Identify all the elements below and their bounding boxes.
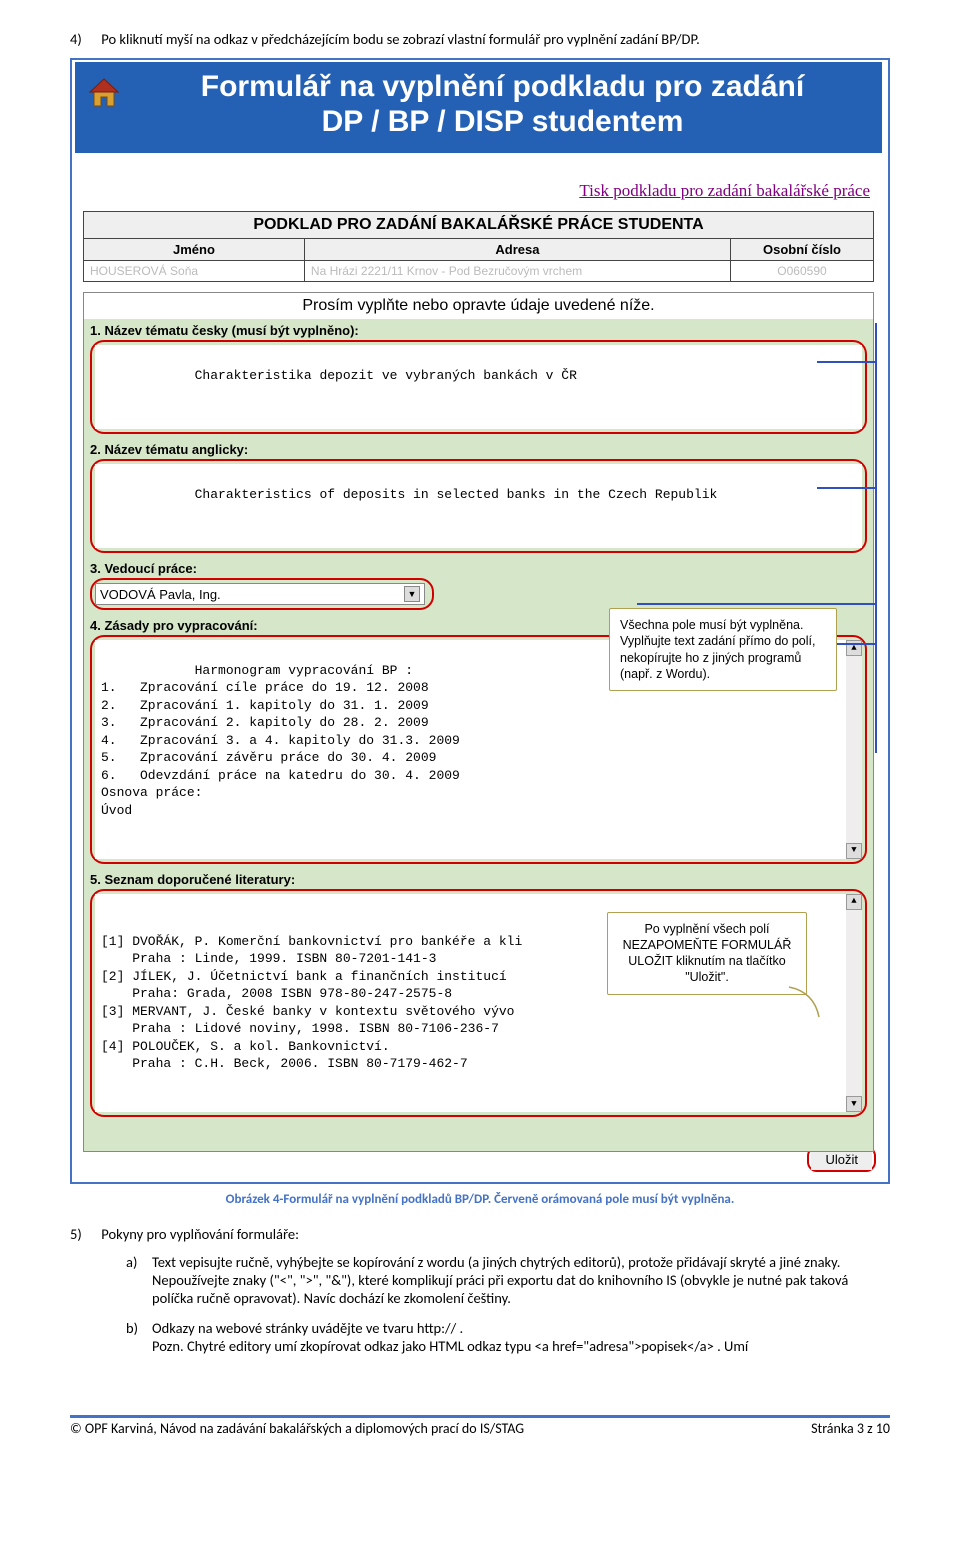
- field-1-input[interactable]: Charakteristika depozit ve vybraných ban…: [95, 345, 862, 429]
- field-3-redbox: VODOVÁ Pavla, Ing. ▼: [90, 578, 434, 610]
- sub-list: a) Text vepisujte ručně, vyhýbejte se ko…: [70, 1253, 890, 1355]
- callout-2: Po vyplnění všech polí NEZAPOMEŇTE FORMU…: [607, 912, 807, 995]
- scrollbar-2[interactable]: ▲ ▼: [846, 894, 862, 1113]
- sub-b-letter: b): [126, 1319, 152, 1355]
- chevron-down-icon[interactable]: ▼: [404, 586, 420, 602]
- header-table: PODKLAD PRO ZADÁNÍ BAKALÁŘSKÉ PRÁCE STUD…: [83, 211, 874, 282]
- callout-1: Všechna pole musí být vyplněna. Vyplňujt…: [609, 608, 837, 691]
- field-1-block: 1. Název tématu česky (musí být vyplněno…: [90, 321, 867, 434]
- connector-3: [637, 603, 877, 605]
- form-banner: Formulář na vyplnění podkladu pro zadání…: [75, 62, 882, 153]
- home-icon: [87, 76, 121, 110]
- field-1-label: 1. Název tématu česky (musí být vyplněno…: [90, 321, 867, 340]
- field-2-redbox: Charakteristics of deposits in selected …: [90, 459, 867, 553]
- step-5-text: Pokyny pro vyplňování formuláře:: [101, 1225, 299, 1243]
- print-link[interactable]: Tisk podkladu pro zadání bakalářské prác…: [75, 153, 882, 207]
- field-1-redbox: Charakteristika depozit ve vybraných ban…: [90, 340, 867, 434]
- val-jmeno: HOUSEROVÁ Soňa: [84, 261, 305, 281]
- field-5-label: 5. Seznam doporučené literatury:: [90, 870, 867, 889]
- footer-left: © OPF Karviná, Návod na zadávání bakalář…: [70, 1420, 524, 1437]
- step-5: 5) Pokyny pro vyplňování formuláře:: [70, 1225, 890, 1243]
- callout-tail-icon: [784, 982, 824, 1022]
- sub-b-text: Odkazy na webové stránky uvádějte ve tva…: [152, 1319, 748, 1355]
- header-values: HOUSEROVÁ Soňa Na Hrázi 2221/11 Krnov - …: [84, 260, 873, 281]
- field-4-block: 4. Zásady pro vypracování: Harmonogram v…: [90, 616, 867, 864]
- connector-1: [817, 361, 877, 363]
- field-3-select[interactable]: VODOVÁ Pavla, Ing. ▼: [95, 583, 425, 605]
- field-2-label: 2. Název tématu anglicky:: [90, 440, 867, 459]
- header-columns: Jméno Adresa Osobní číslo: [84, 239, 873, 260]
- col-osobni-cislo: Osobní číslo: [731, 239, 873, 260]
- connector-vertical: [875, 323, 877, 753]
- field-2-input[interactable]: Charakteristics of deposits in selected …: [95, 464, 862, 548]
- step-4-number: 4): [70, 30, 98, 48]
- field-3-label: 3. Vedoucí práce:: [90, 559, 867, 578]
- save-button[interactable]: Uložit: [811, 1149, 872, 1170]
- val-adresa: Na Hrázi 2221/11 Krnov - Pod Bezručovým …: [305, 261, 731, 281]
- prompt: Prosím vyplňte nebo opravte údaje uveden…: [84, 293, 873, 319]
- sub-item-b: b) Odkazy na webové stránky uvádějte ve …: [126, 1319, 890, 1355]
- step-5-number: 5): [70, 1225, 98, 1243]
- val-osobni-cislo: O060590: [731, 261, 873, 281]
- connector-2: [817, 487, 877, 489]
- field-5-block: 5. Seznam doporučené literatury: [1] DVO…: [90, 870, 867, 1118]
- banner-line-2: DP / BP / DISP studentem: [322, 105, 684, 138]
- scrollbar-1[interactable]: ▲ ▼: [846, 640, 862, 859]
- form-body: Prosím vyplňte nebo opravte údaje uveden…: [83, 292, 874, 1152]
- sub-item-a: a) Text vepisujte ručně, vyhýbejte se ko…: [126, 1253, 890, 1307]
- scroll-down-icon[interactable]: ▼: [846, 843, 862, 859]
- save-row: Uložit: [75, 1150, 882, 1168]
- scroll-up-icon-2[interactable]: ▲: [846, 894, 862, 910]
- banner-line-1: Formulář na vyplnění podkladu pro zadání: [201, 70, 804, 103]
- step-4-text: Po kliknutí myší na odkaz v předcházejíc…: [101, 30, 699, 48]
- sub-a-letter: a): [126, 1253, 152, 1307]
- scroll-down-icon-2[interactable]: ▼: [846, 1096, 862, 1112]
- sub-a-text: Text vepisujte ručně, vyhýbejte se kopír…: [152, 1253, 890, 1307]
- footer-right: Stránka 3 z 10: [811, 1420, 890, 1437]
- col-adresa: Adresa: [305, 239, 731, 260]
- screenshot-frame: Formulář na vyplnění podkladu pro zadání…: [70, 58, 890, 1184]
- field-2-block: 2. Název tématu anglicky: Charakteristic…: [90, 440, 867, 553]
- field-3-value: VODOVÁ Pavla, Ing.: [100, 587, 221, 602]
- step-4: 4) Po kliknutí myší na odkaz v předcháze…: [70, 30, 890, 48]
- header-title: PODKLAD PRO ZADÁNÍ BAKALÁŘSKÉ PRÁCE STUD…: [84, 212, 873, 239]
- col-jmeno: Jméno: [84, 239, 305, 260]
- figure-caption: Obrázek 4-Formulář na vyplnění podkladů …: [70, 1192, 890, 1207]
- footer: © OPF Karviná, Návod na zadávání bakalář…: [0, 1418, 960, 1453]
